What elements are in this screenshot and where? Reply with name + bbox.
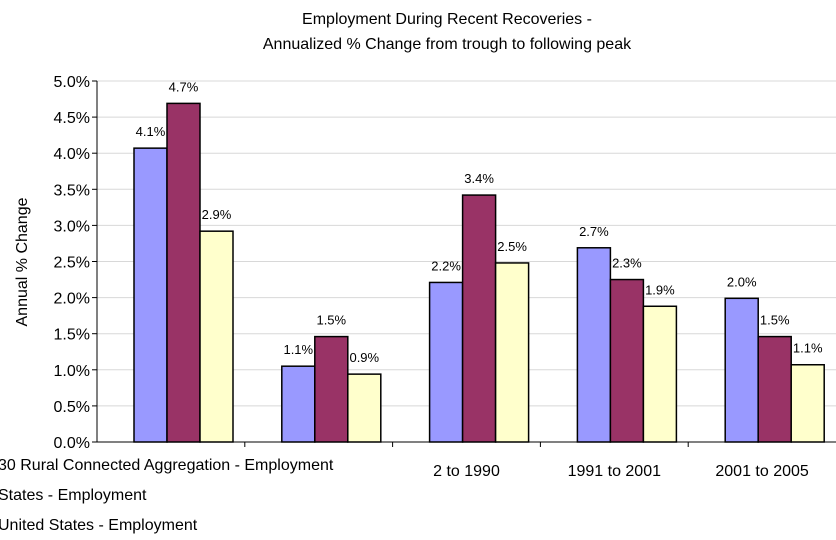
y-tick-label: 1.0% xyxy=(54,363,90,380)
legend-entry: United States - Employment xyxy=(0,517,198,534)
y-tick-label: 5.0% xyxy=(54,74,90,91)
data-label: 1.9% xyxy=(645,282,675,297)
data-label: 1.1% xyxy=(283,342,313,357)
legend-entry: States - Employment xyxy=(0,487,147,504)
bar xyxy=(757,335,792,443)
data-label: 2.7% xyxy=(579,224,609,239)
y-axis-title: Annual % Change xyxy=(14,197,31,326)
bar xyxy=(347,373,382,443)
legend: 30 Rural Connected Aggregation - Employm… xyxy=(0,457,334,534)
bar xyxy=(428,281,464,443)
y-tick-label: 4.5% xyxy=(54,110,90,127)
y-tick-label: 4.0% xyxy=(54,146,90,163)
data-labels: 4.1% 1.1% 2.2% 2.7% 2.0% 4.7% 1.5% 3.4% 2.3% 1.5%… xyxy=(136,79,823,365)
y-tick-label: 3.0% xyxy=(54,218,90,235)
legend-entry: 30 Rural Connected Aggregation - Employm… xyxy=(0,457,334,474)
data-label: 1.5% xyxy=(760,313,790,328)
y-tick-label: 2.0% xyxy=(54,291,90,308)
x-tick-labels: 2 to 1990 1991 to 2001 2001 to 2005 xyxy=(433,463,809,480)
axes xyxy=(96,81,836,447)
bar xyxy=(461,194,497,443)
data-label: 1.5% xyxy=(316,313,346,328)
chart-title-line-2: Annualized % Change from trough to follo… xyxy=(263,36,632,53)
bar xyxy=(790,363,825,443)
y-tick-labels: 0.0% 0.5% 1.0% 1.5% 2.0% 2.5% 3.0% 3.5% 4.0% 4.5%… xyxy=(54,74,90,452)
y-tick-label: 3.5% xyxy=(54,182,90,199)
data-label: 3.4% xyxy=(464,171,494,186)
bar xyxy=(724,297,759,443)
data-label: 1.1% xyxy=(793,341,823,356)
bar xyxy=(199,230,234,443)
bar xyxy=(314,335,349,443)
y-tick-label: 0.5% xyxy=(54,399,90,416)
data-label: 4.1% xyxy=(136,124,166,139)
data-label: 2.3% xyxy=(612,256,642,271)
bar xyxy=(281,365,316,443)
chart-title-line-1: Employment During Recent Recoveries - xyxy=(302,11,592,28)
bar xyxy=(609,278,645,443)
data-label: 0.9% xyxy=(349,350,379,365)
x-tick-label: 2001 to 2005 xyxy=(715,463,809,480)
bar xyxy=(133,147,168,443)
data-label: 2.5% xyxy=(497,239,527,254)
x-tick-label: 1991 to 2001 xyxy=(568,463,662,480)
y-tick-label: 1.5% xyxy=(54,327,90,344)
bar xyxy=(576,247,612,443)
y-tick-label: 0.0% xyxy=(54,435,90,452)
x-tick-label: 2 to 1990 xyxy=(433,463,500,480)
bar xyxy=(494,262,530,443)
bars xyxy=(133,102,825,443)
data-label: 2.0% xyxy=(727,274,757,289)
bar xyxy=(642,305,678,443)
data-label: 4.7% xyxy=(169,79,199,94)
data-label: 2.2% xyxy=(431,258,461,273)
data-label: 2.9% xyxy=(202,207,232,222)
y-tick-label: 2.5% xyxy=(54,255,90,272)
bar xyxy=(166,102,201,443)
